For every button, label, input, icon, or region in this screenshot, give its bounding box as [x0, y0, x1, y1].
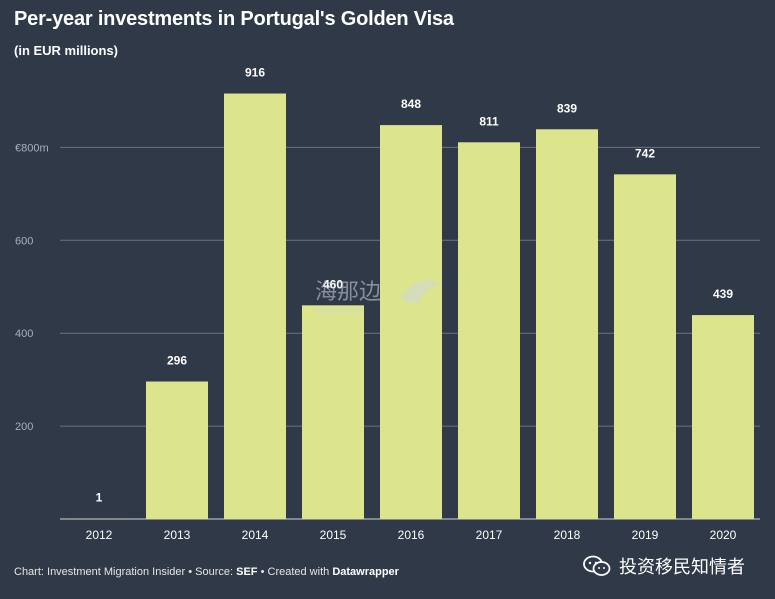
- y-tick-label: 600: [15, 235, 33, 247]
- chart-subtitle: (in EUR millions): [14, 43, 118, 58]
- bar-2015[interactable]: [302, 305, 364, 519]
- footer-tool[interactable]: Datawrapper: [332, 566, 399, 578]
- y-tick-label: €800m: [15, 142, 49, 154]
- bar-2020[interactable]: [692, 315, 754, 519]
- bar-2018[interactable]: [536, 129, 598, 520]
- data-label-2013: 296: [167, 354, 187, 368]
- y-tick-label: 400: [15, 328, 33, 340]
- bar-2017[interactable]: [458, 142, 520, 519]
- x-tick-label-2019: 2019: [632, 528, 659, 542]
- footer-middle: • Created with: [257, 566, 333, 578]
- x-tick-label-2013: 2013: [164, 528, 191, 542]
- bar-2016[interactable]: [380, 125, 442, 519]
- x-tick-label-2015: 2015: [320, 528, 347, 542]
- data-label-2015: 460: [323, 277, 343, 291]
- wechat-badge: 投资移民知情者: [583, 553, 745, 579]
- y-tick-label: 200: [15, 421, 33, 433]
- wechat-account-name: 投资移民知情者: [619, 557, 745, 578]
- data-label-2020: 439: [713, 287, 733, 301]
- x-tick-label-2012: 2012: [86, 528, 113, 542]
- data-label-2019: 742: [635, 146, 655, 160]
- chart-footer: Chart: Investment Migration Insider • So…: [14, 566, 399, 578]
- chart-title: Per-year investments in Portugal's Golde…: [14, 8, 454, 30]
- x-tick-label-2018: 2018: [554, 528, 581, 542]
- bar-2013[interactable]: [146, 381, 208, 519]
- x-tick-label-2014: 2014: [242, 528, 269, 542]
- data-label-2018: 839: [557, 101, 577, 115]
- data-label-2016: 848: [401, 97, 421, 111]
- footer-source[interactable]: SEF: [236, 566, 258, 578]
- wechat-icon: [583, 555, 611, 576]
- footer-prefix: Chart: Investment Migration Insider • So…: [14, 566, 237, 578]
- x-tick-label-2016: 2016: [398, 528, 425, 542]
- x-tick-label-2020: 2020: [710, 528, 737, 542]
- data-label-2014: 916: [245, 66, 265, 80]
- bar-2019[interactable]: [614, 174, 676, 519]
- data-label-2012: 1: [96, 491, 103, 505]
- bar-2014[interactable]: [224, 93, 286, 519]
- x-tick-label-2017: 2017: [476, 528, 503, 542]
- data-label-2017: 811: [479, 114, 499, 128]
